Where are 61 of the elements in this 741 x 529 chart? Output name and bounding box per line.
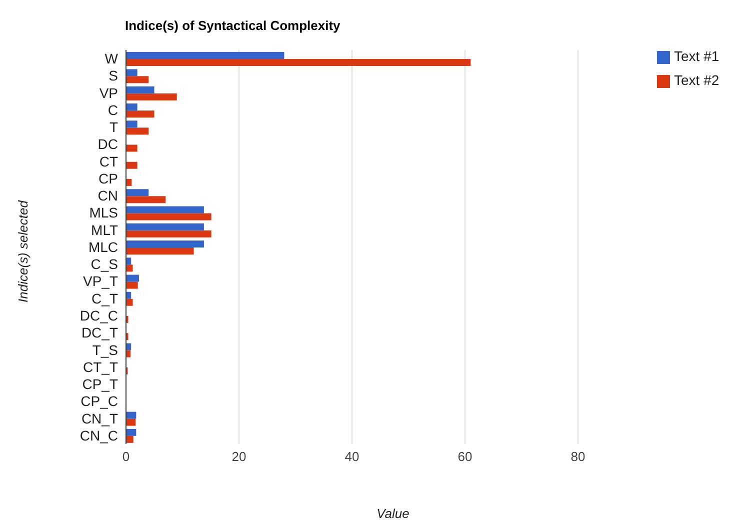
legend-label: Text #1 [674,48,720,64]
y-tick-label: T [109,119,118,136]
bar [126,213,212,220]
y-tick-label: VP [99,84,118,101]
y-tick-label: C [108,102,118,118]
y-tick-label: DC_T [81,324,118,341]
y-tick-label: DC [98,136,118,152]
y-tick-label: DC_C [80,307,118,324]
bar [126,128,149,135]
bar [126,120,138,128]
chart-title: Indice(s) of Syntactical Complexity [125,18,340,33]
bar [126,240,204,248]
bar [126,418,136,426]
bar [126,274,139,282]
bar [126,428,136,436]
bar [126,103,138,110]
y-tick-label: CP_T [82,376,118,392]
y-tick-label: MLS [89,204,118,221]
y-tick-label: CT [99,153,118,170]
bar [126,144,138,152]
bar [126,282,138,289]
bar [126,59,471,66]
bar [126,230,212,238]
y-tick-label: S [108,68,118,84]
y-tick-label: T_S [92,342,118,358]
y-axis-title: Indice(s) selected [16,199,30,304]
y-tick-label: MLT [91,222,118,238]
bar [126,206,204,214]
bar [126,223,204,230]
y-tick-label: CN_T [81,410,118,426]
bar [126,247,194,254]
bar [126,52,284,60]
bar [126,110,154,118]
y-tick-label: CN_C [80,427,118,444]
y-tick-label: VP_T [82,273,118,290]
x-tick-label: 40 [344,449,360,464]
bar [126,69,138,76]
bar [126,162,138,169]
bar [126,93,177,100]
bar [126,436,134,443]
x-axis-title: Value [376,506,410,521]
bar [126,76,149,84]
y-tick-label: CP [98,170,118,186]
y-tick-label: CT_T [83,358,118,375]
y-tick-label: W [104,50,119,67]
legend-label: Text #2 [674,72,720,88]
y-tick-label: C_T [92,290,118,306]
y-tick-label: MLC [88,238,118,255]
x-tick-label: 0 [122,449,130,464]
x-tick-label: 60 [458,449,472,464]
bar [126,298,133,306]
y-tick-label: CN [98,188,118,204]
bar [126,189,149,196]
y-tick-label: C_S [90,256,118,272]
bar [126,196,166,204]
x-tick-label: 20 [232,449,246,464]
y-tick-label: CP_C [80,393,118,410]
bar [126,412,136,419]
bar [126,264,133,272]
x-tick-label: 80 [570,449,586,464]
bar [126,86,154,94]
